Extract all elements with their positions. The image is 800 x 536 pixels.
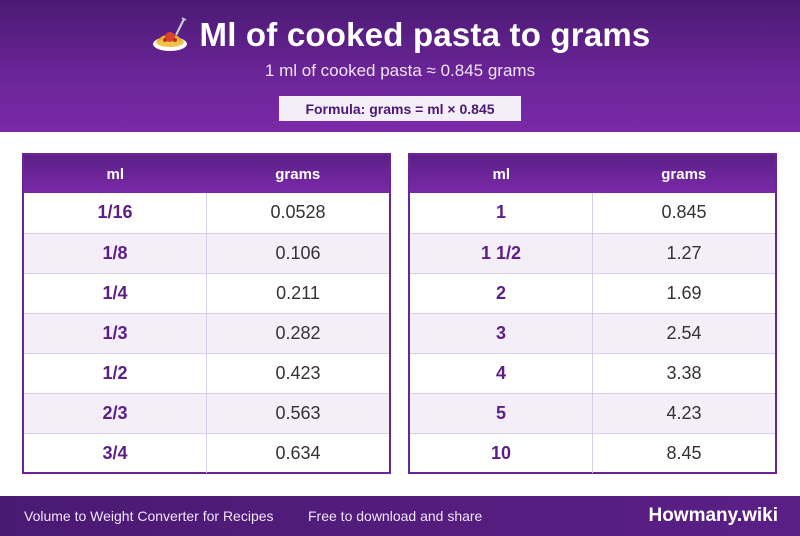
table-row: 3/4 0.634: [24, 432, 389, 473]
table-row: 1/16 0.0528: [24, 193, 389, 233]
table-header-row: ml grams: [24, 155, 389, 193]
table-row: 3 2.54: [410, 312, 775, 353]
subtitle: 1 ml of cooked pasta ≈ 0.845 grams: [264, 61, 536, 80]
table-row: 2 1.69: [410, 272, 775, 313]
ml-cell: 5: [410, 392, 593, 433]
table-row: 1 1/2 1.27: [410, 232, 775, 273]
footer-share-note: Free to download and share: [308, 508, 483, 524]
table-row: 4 3.38: [410, 352, 775, 393]
column-header-grams: grams: [661, 165, 707, 183]
ml-cell: 3: [410, 312, 593, 353]
formula-badge: Formula: grams = ml × 0.845: [279, 96, 521, 121]
grams-cell: 4.23: [592, 392, 775, 433]
column-header-ml: ml: [492, 165, 510, 183]
ml-cell: 2: [410, 272, 593, 313]
title-text: Ml of cooked pasta to grams: [199, 16, 651, 53]
column-header-grams: grams: [275, 165, 321, 183]
table-row: 10 8.45: [410, 432, 775, 473]
grams-cell: 0.282: [206, 312, 389, 353]
grams-cell: 2.54: [592, 312, 775, 353]
grams-cell: 0.0528: [270, 202, 326, 223]
grams-cell: 0.845: [661, 202, 707, 223]
grams-cell: 0.423: [206, 352, 389, 393]
conversion-table-right: ml grams 1 0.845 1 1/2 1.27 2 1.69 3 2.5…: [408, 153, 777, 474]
footer-bar: Volume to Weight Converter for Recipes F…: [0, 496, 800, 536]
table-row: 1/3 0.282: [24, 312, 389, 353]
ml-cell: 2/3: [24, 392, 207, 433]
ml-cell: 1/16: [24, 193, 207, 233]
header-banner: Ml of cooked pasta to grams 1 ml of cook…: [0, 0, 800, 132]
footer-tagline: Volume to Weight Converter for Recipes: [24, 508, 274, 524]
ml-cell: 1/2: [24, 352, 207, 393]
table-header-row: ml grams: [410, 155, 775, 193]
ml-cell: 4: [410, 352, 593, 393]
table-row: 1/4 0.211: [24, 272, 389, 313]
grams-cell: 0.106: [206, 232, 389, 273]
grams-cell: 0.211: [206, 272, 389, 313]
ml-cell: 1/3: [24, 312, 207, 353]
grams-cell: 3.38: [592, 352, 775, 393]
grams-cell: 1.27: [592, 232, 775, 273]
table-row: 5 4.23: [410, 392, 775, 433]
table-row: 1 0.845: [410, 193, 775, 233]
grams-cell: 0.563: [206, 392, 389, 433]
table-row: 2/3 0.563: [24, 392, 389, 433]
ml-cell: 10: [410, 432, 593, 473]
ml-cell: 1: [410, 193, 593, 233]
page-title: Ml of cooked pasta to grams: [0, 14, 800, 56]
grams-cell: 0.634: [206, 432, 389, 473]
brand-logo-text[interactable]: Howmany.wiki: [648, 505, 778, 526]
ml-cell: 3/4: [24, 432, 207, 473]
column-header-ml: ml: [106, 165, 124, 183]
grams-cell: 1.69: [592, 272, 775, 313]
ml-cell: 1/8: [24, 232, 207, 273]
table-row: 1/2 0.423: [24, 352, 389, 393]
spaghetti-icon: [150, 15, 190, 55]
ml-cell: 1/4: [24, 272, 207, 313]
conversion-table-left: ml grams 1/16 0.0528 1/8 0.106 1/4 0.211…: [22, 153, 391, 474]
grams-cell: 8.45: [592, 432, 775, 473]
ml-cell: 1 1/2: [410, 232, 593, 273]
table-row: 1/8 0.106: [24, 232, 389, 273]
